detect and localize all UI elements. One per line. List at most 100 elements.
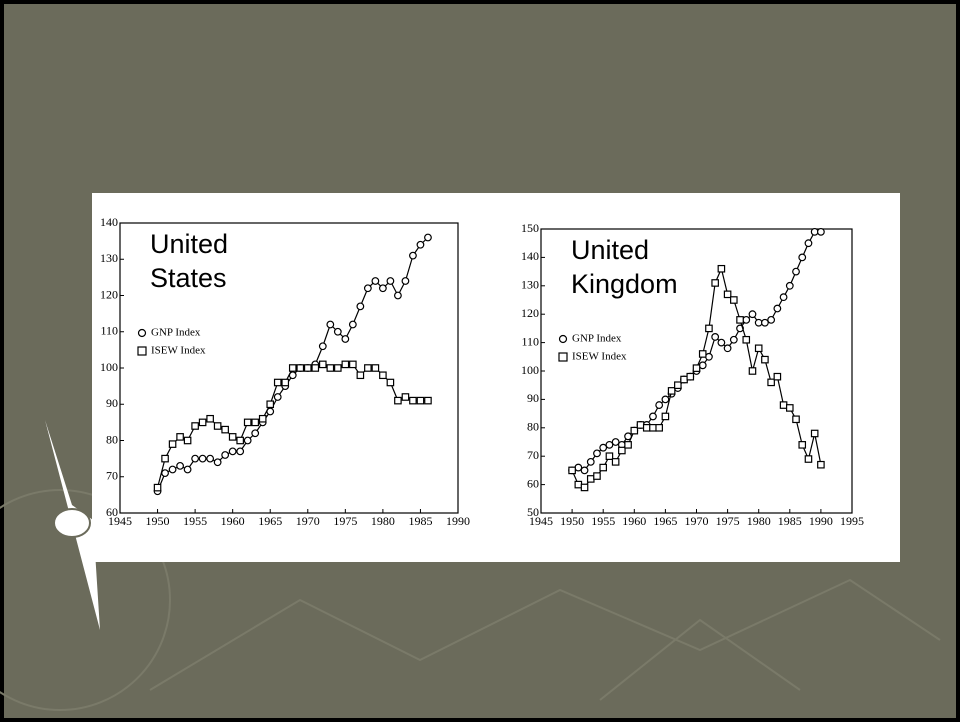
data-point (586, 457, 595, 466)
data-point (176, 461, 184, 470)
data-point (251, 429, 260, 438)
data-point (183, 465, 192, 474)
data-point (363, 284, 372, 293)
chart-title: United States (150, 229, 228, 293)
data-point (574, 480, 583, 489)
data-point (661, 395, 670, 404)
data-point (386, 378, 395, 387)
data-point (630, 426, 639, 435)
data-point (761, 355, 769, 364)
data-point (228, 433, 237, 441)
y-tick-label: 70 (527, 448, 539, 462)
data-point (213, 422, 222, 430)
legend-label: GNP Index (151, 327, 201, 339)
data-point (273, 393, 282, 401)
data-point (773, 304, 782, 313)
data-point (401, 277, 410, 285)
data-point (593, 449, 601, 458)
x-tick-label: 1965 (653, 514, 677, 528)
data-point (333, 327, 342, 336)
y-tick-label: 130 (100, 251, 118, 265)
data-point (792, 267, 800, 276)
x-tick-label: 1975 (716, 514, 740, 528)
x-tick-label: 1965 (258, 514, 282, 528)
data-point (705, 352, 713, 361)
data-point (711, 279, 719, 287)
y-tick-label: 130 (521, 278, 539, 292)
data-point (804, 455, 813, 463)
data-point (394, 291, 402, 300)
data-point (206, 414, 214, 423)
data-point (761, 318, 769, 327)
y-tick-label: 140 (100, 215, 118, 229)
data-point (605, 452, 614, 461)
data-point (649, 424, 657, 432)
data-point (717, 264, 726, 273)
data-point (798, 253, 807, 262)
x-tick-label: 1950 (560, 514, 584, 528)
data-point (680, 375, 688, 384)
data-point (605, 440, 614, 449)
data-point (356, 371, 365, 380)
data-point (236, 436, 244, 445)
y-tick-label: 90 (106, 396, 118, 410)
data-point (574, 463, 583, 472)
data-point (356, 302, 365, 311)
x-tick-label: 1945 (108, 514, 132, 528)
data-point (767, 378, 775, 387)
data-point (416, 240, 425, 249)
data-point (386, 277, 395, 285)
data-point (334, 364, 342, 372)
data-point (593, 472, 601, 480)
y-tick-label: 50 (527, 505, 539, 519)
legend-marker (558, 352, 568, 362)
data-point (364, 364, 372, 372)
data-point (221, 451, 230, 459)
data-point (661, 412, 670, 421)
data-point (779, 293, 788, 302)
data-point (785, 281, 794, 290)
data-point (243, 418, 252, 427)
data-point (723, 290, 732, 299)
data-point (636, 421, 645, 429)
x-tick-label: 1950 (146, 514, 170, 528)
data-point (394, 396, 402, 405)
data-point (326, 364, 335, 372)
data-point (711, 333, 720, 341)
data-point (183, 436, 192, 445)
data-point (798, 441, 807, 449)
data-point (311, 364, 320, 372)
data-point (580, 483, 589, 492)
data-point (748, 367, 757, 375)
legend-marker (558, 334, 568, 344)
data-point (642, 424, 651, 432)
y-tick-label: 110 (521, 334, 539, 348)
x-tick-label: 1970 (296, 514, 320, 528)
y-tick-label: 80 (106, 432, 118, 446)
data-point (804, 239, 813, 248)
y-tick-label: 100 (521, 363, 539, 377)
data-point (409, 396, 417, 405)
data-point (754, 344, 763, 353)
data-point (810, 227, 819, 236)
data-point (228, 447, 237, 456)
data-point (378, 284, 387, 293)
x-tick-label: 1975 (333, 514, 357, 528)
x-tick-label: 1985 (778, 514, 802, 528)
data-point (723, 344, 732, 353)
data-point (341, 360, 350, 369)
data-point (258, 414, 267, 423)
data-point (296, 364, 305, 372)
data-point (686, 372, 695, 381)
data-point (599, 443, 608, 452)
data-point (785, 404, 794, 412)
data-point (349, 360, 357, 369)
y-tick-label: 90 (527, 391, 539, 405)
data-point (303, 364, 312, 372)
data-point (692, 364, 701, 372)
data-point (318, 342, 327, 351)
data-point (674, 381, 682, 390)
x-tick-label: 1955 (591, 514, 615, 528)
data-point (586, 475, 595, 483)
